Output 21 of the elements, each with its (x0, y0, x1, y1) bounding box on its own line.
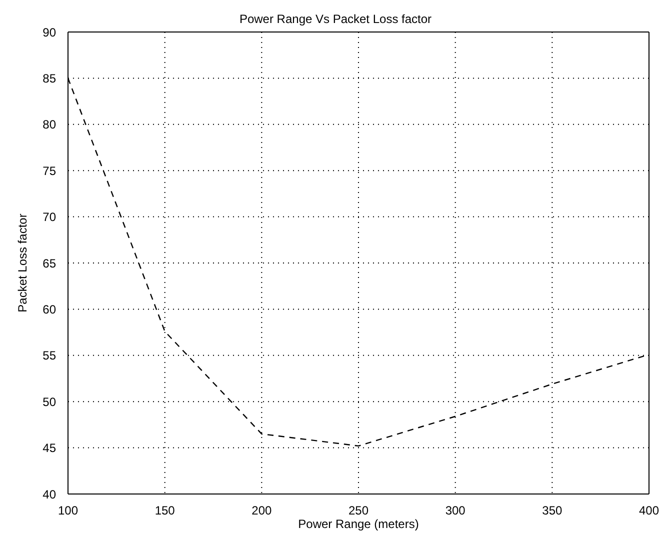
y-tick-label: 65 (42, 256, 56, 270)
y-tick-label: 50 (42, 394, 56, 409)
y-tick-label: 80 (42, 118, 56, 132)
x-tick-label: 300 (445, 504, 466, 518)
x-tick-label: 400 (638, 504, 660, 518)
x-tick-label: 250 (348, 504, 369, 518)
y-tick-label: 75 (42, 164, 56, 178)
y-tick-label: 85 (42, 71, 56, 86)
y-tick-label: 90 (42, 25, 56, 40)
y-tick-label: 70 (42, 210, 56, 224)
y-tick-label: 60 (42, 302, 56, 316)
x-tick-label: 150 (154, 504, 176, 518)
x-tick-label: 100 (58, 504, 78, 518)
y-axis-title: Packet Loss factor (15, 214, 30, 312)
x-axis-title: Power Range (meters) (298, 517, 419, 531)
x-tick-label: 350 (542, 504, 562, 518)
y-tick-label: 45 (42, 441, 56, 456)
chart-title: Power Range Vs Packet Loss factor (238, 12, 433, 26)
y-tick-label: 55 (42, 348, 56, 363)
x-tick-label: 200 (252, 504, 272, 518)
y-tick-label: 40 (42, 487, 56, 502)
